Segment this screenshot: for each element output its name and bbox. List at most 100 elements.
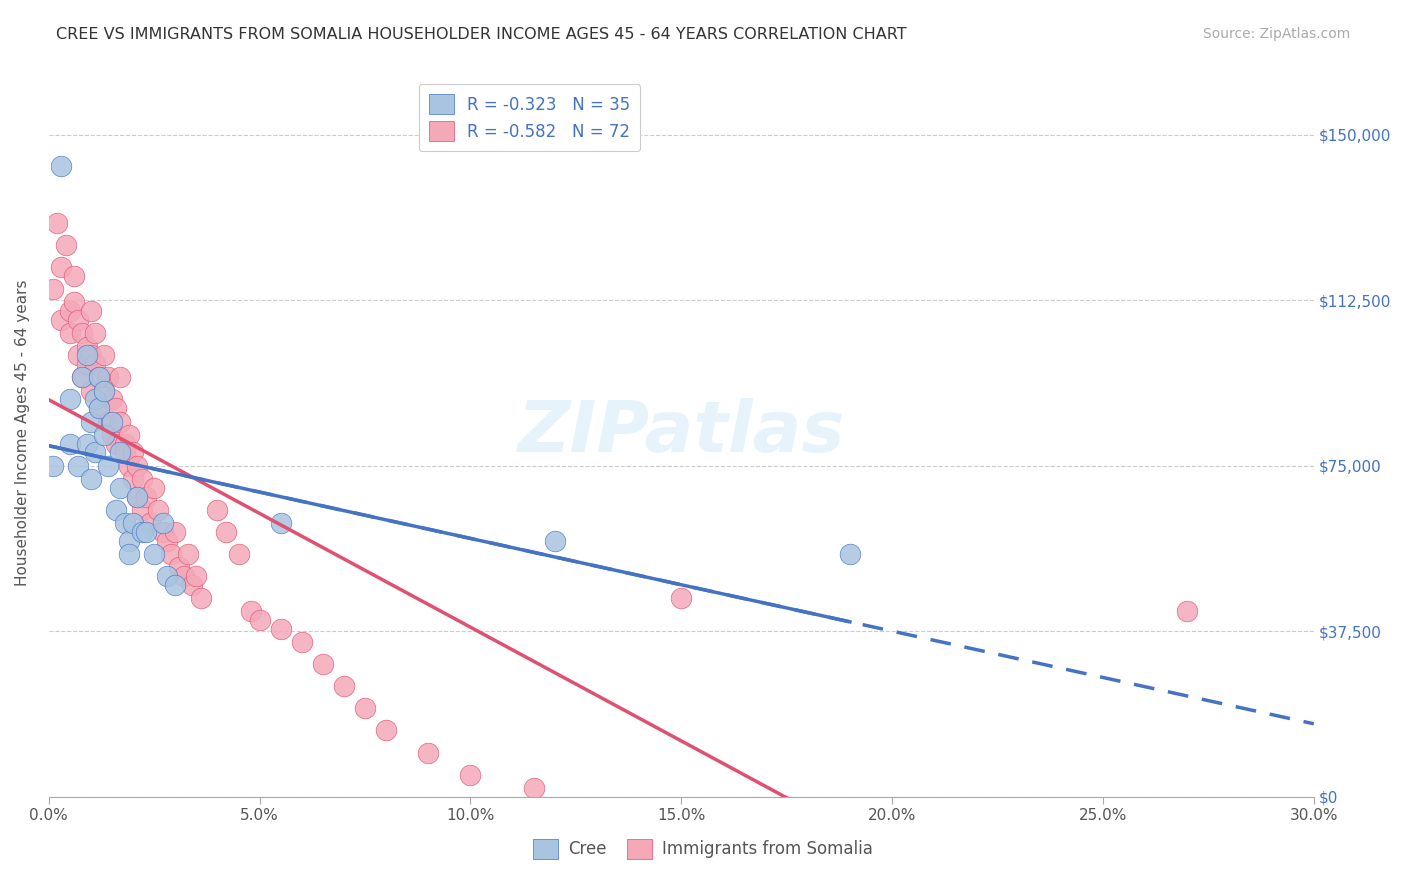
Point: [523, 780, 546, 795]
Point: [333, 679, 356, 693]
Point: [76, 436, 98, 450]
Point: [127, 490, 149, 504]
Point: [80, 384, 103, 398]
Point: [59, 392, 82, 407]
Point: [97, 370, 120, 384]
Point: [143, 481, 166, 495]
Point: [122, 445, 145, 459]
Point: [55, 238, 77, 252]
Point: [181, 578, 204, 592]
Point: [84, 392, 107, 407]
Point: [1175, 604, 1198, 618]
Point: [152, 524, 174, 539]
Legend: Cree, Immigrants from Somalia: Cree, Immigrants from Somalia: [527, 832, 879, 866]
Point: [67, 348, 90, 362]
Point: [101, 427, 124, 442]
Point: [114, 445, 136, 459]
Point: [110, 481, 132, 495]
Point: [838, 547, 860, 561]
Legend: R = -0.323   N = 35, R = -0.582   N = 72: R = -0.323 N = 35, R = -0.582 N = 72: [419, 84, 640, 152]
Point: [127, 490, 149, 504]
Point: [375, 723, 398, 738]
Point: [51, 260, 73, 274]
Point: [46, 216, 69, 230]
Point: [156, 533, 179, 548]
Point: [122, 516, 145, 530]
Text: CREE VS IMMIGRANTS FROM SOMALIA HOUSEHOLDER INCOME AGES 45 - 64 YEARS CORRELATIO: CREE VS IMMIGRANTS FROM SOMALIA HOUSEHOL…: [56, 27, 907, 42]
Point: [93, 384, 115, 398]
Point: [177, 547, 200, 561]
Point: [143, 547, 166, 561]
Point: [671, 591, 693, 606]
Point: [169, 560, 191, 574]
Point: [291, 635, 314, 649]
Point: [72, 326, 94, 341]
Point: [105, 503, 128, 517]
Point: [89, 370, 111, 384]
Point: [80, 472, 103, 486]
Point: [118, 533, 141, 548]
Point: [118, 427, 141, 442]
Point: [110, 415, 132, 429]
Point: [51, 159, 73, 173]
Point: [354, 701, 377, 715]
Point: [89, 370, 111, 384]
Point: [76, 357, 98, 371]
Point: [118, 458, 141, 473]
Point: [152, 516, 174, 530]
Point: [122, 472, 145, 486]
Point: [67, 458, 90, 473]
Point: [97, 458, 120, 473]
Point: [156, 569, 179, 583]
Point: [101, 392, 124, 407]
Point: [89, 401, 111, 416]
Point: [67, 313, 90, 327]
Point: [135, 490, 157, 504]
Point: [135, 524, 157, 539]
Point: [76, 348, 98, 362]
Point: [165, 578, 187, 592]
Point: [84, 357, 107, 371]
Point: [97, 415, 120, 429]
Point: [165, 524, 187, 539]
Point: [63, 295, 86, 310]
Point: [240, 604, 263, 618]
Point: [42, 458, 65, 473]
Point: [80, 415, 103, 429]
Point: [186, 569, 208, 583]
Point: [93, 384, 115, 398]
Point: [105, 436, 128, 450]
Point: [110, 445, 132, 459]
Point: [101, 415, 124, 429]
Point: [190, 591, 212, 606]
Point: [72, 370, 94, 384]
Point: [207, 503, 229, 517]
Point: [270, 516, 292, 530]
Point: [131, 503, 153, 517]
Point: [93, 427, 115, 442]
Point: [312, 657, 335, 672]
Point: [173, 569, 195, 583]
Point: [59, 436, 82, 450]
Point: [148, 503, 170, 517]
Point: [160, 547, 183, 561]
Point: [51, 313, 73, 327]
Point: [131, 524, 153, 539]
Point: [42, 282, 65, 296]
Point: [418, 746, 440, 760]
Y-axis label: Householder Income Ages 45 - 64 years: Householder Income Ages 45 - 64 years: [15, 279, 30, 586]
Point: [544, 533, 567, 548]
Point: [114, 436, 136, 450]
Point: [80, 304, 103, 318]
Text: ZIPatlas: ZIPatlas: [517, 398, 845, 467]
Point: [59, 326, 82, 341]
Point: [131, 472, 153, 486]
Point: [59, 304, 82, 318]
Point: [228, 547, 250, 561]
Point: [249, 613, 271, 627]
Point: [460, 767, 482, 781]
Point: [80, 348, 103, 362]
Point: [72, 370, 94, 384]
Point: [270, 622, 292, 636]
Text: Source: ZipAtlas.com: Source: ZipAtlas.com: [1202, 27, 1350, 41]
